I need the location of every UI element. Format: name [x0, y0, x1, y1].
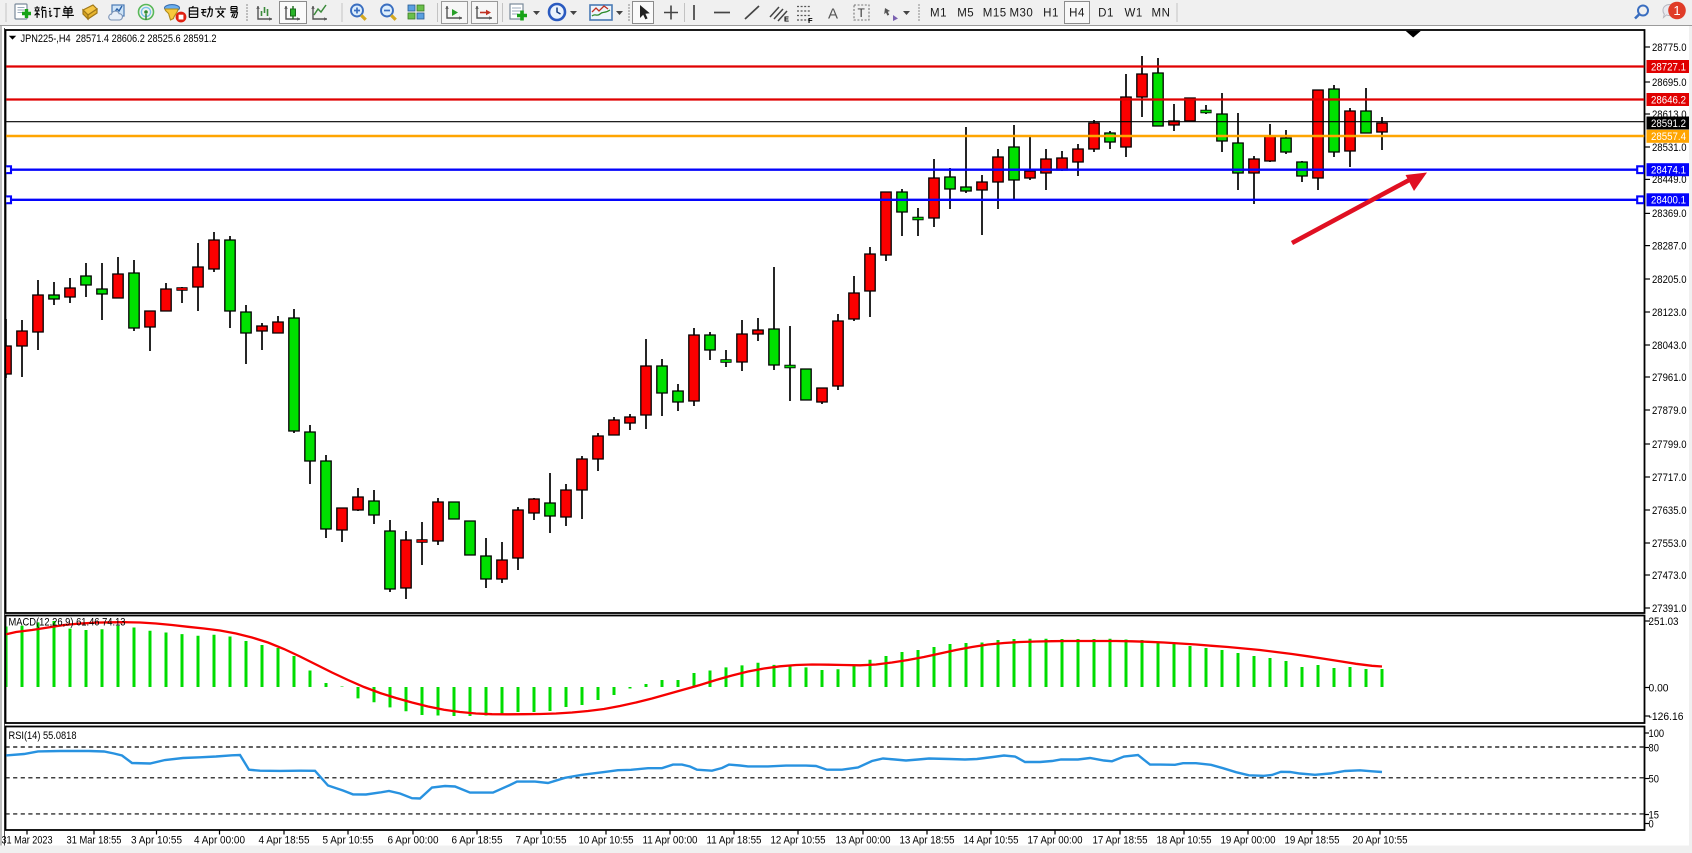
svg-text:27961.0: 27961.0 [1652, 372, 1687, 384]
svg-text:JPN225-,H4 28571.4 28606.2 28: JPN225-,H4 28571.4 28606.2 28525.6 28591… [21, 33, 217, 45]
svg-text:27879.0: 27879.0 [1652, 405, 1687, 417]
svg-text:50: 50 [1649, 773, 1659, 785]
svg-text:D1: D1 [1098, 8, 1114, 20]
svg-text:11 Apr 18:55: 11 Apr 18:55 [707, 835, 762, 847]
svg-text:F: F [808, 16, 813, 25]
svg-text:7 Apr 10:55: 7 Apr 10:55 [516, 835, 567, 847]
svg-text:17 Apr 18:55: 17 Apr 18:55 [1093, 835, 1148, 847]
svg-text:14 Apr 10:55: 14 Apr 10:55 [964, 835, 1019, 847]
svg-text:27391.0: 27391.0 [1652, 603, 1687, 615]
svg-text:28369.0: 28369.0 [1652, 208, 1687, 220]
svg-text:31 Mar 18:55: 31 Mar 18:55 [67, 835, 122, 847]
svg-text:H4: H4 [1069, 8, 1085, 20]
svg-text:27553.0: 27553.0 [1652, 538, 1687, 550]
svg-text:T: T [858, 6, 866, 20]
svg-text:28646.2: 28646.2 [1651, 94, 1686, 106]
svg-text:E: E [784, 15, 789, 24]
svg-text:17 Apr 00:00: 17 Apr 00:00 [1028, 835, 1083, 847]
svg-text:31 Mar 2023: 31 Mar 2023 [2, 835, 53, 847]
svg-text:M15: M15 [983, 8, 1007, 20]
svg-text:28043.0: 28043.0 [1652, 340, 1687, 352]
svg-text:28531.0: 28531.0 [1652, 142, 1687, 154]
svg-text:RSI(14) 55.0818: RSI(14) 55.0818 [9, 730, 77, 742]
svg-text:M1: M1 [930, 8, 947, 20]
svg-text:6 Apr 00:00: 6 Apr 00:00 [388, 835, 439, 847]
svg-text:15: 15 [1649, 809, 1659, 821]
svg-text:28775.0: 28775.0 [1652, 42, 1687, 54]
svg-text:A: A [828, 6, 838, 23]
svg-text:28449.0: 28449.0 [1652, 174, 1687, 186]
svg-text:1: 1 [1673, 3, 1680, 18]
svg-text:18 Apr 10:55: 18 Apr 10:55 [1157, 835, 1212, 847]
svg-text:3 Apr 10:55: 3 Apr 10:55 [131, 835, 182, 847]
svg-text:27635.0: 27635.0 [1652, 505, 1687, 517]
svg-text:27717.0: 27717.0 [1652, 472, 1687, 484]
svg-text:-126.16: -126.16 [1649, 711, 1684, 723]
svg-text:19 Apr 00:00: 19 Apr 00:00 [1221, 835, 1276, 847]
svg-text:5 Apr 10:55: 5 Apr 10:55 [323, 835, 374, 847]
svg-text:4 Apr 00:00: 4 Apr 00:00 [194, 835, 245, 847]
svg-text:80: 80 [1649, 742, 1659, 754]
svg-text:28591.2: 28591.2 [1651, 118, 1686, 130]
svg-text:28695.0: 28695.0 [1652, 77, 1687, 89]
svg-text:4 Apr 18:55: 4 Apr 18:55 [259, 835, 310, 847]
svg-text:MN: MN [1152, 8, 1171, 20]
svg-text:M5: M5 [957, 8, 974, 20]
svg-text:28123.0: 28123.0 [1652, 307, 1687, 319]
svg-text:28287.0: 28287.0 [1652, 240, 1687, 252]
svg-text:0.00: 0.00 [1649, 682, 1669, 694]
svg-text:6 Apr 18:55: 6 Apr 18:55 [452, 835, 503, 847]
svg-text:10 Apr 10:55: 10 Apr 10:55 [579, 835, 634, 847]
svg-text:12 Apr 10:55: 12 Apr 10:55 [771, 835, 826, 847]
svg-text:28474.1: 28474.1 [1651, 165, 1686, 177]
svg-text:27799.0: 27799.0 [1652, 439, 1687, 451]
svg-text:13 Apr 18:55: 13 Apr 18:55 [900, 835, 955, 847]
svg-text:19 Apr 18:55: 19 Apr 18:55 [1285, 835, 1340, 847]
svg-text:MACD(12,26,9) 61.46 74.13: MACD(12,26,9) 61.46 74.13 [9, 617, 126, 629]
svg-text:28205.0: 28205.0 [1652, 274, 1687, 286]
svg-text:0: 0 [1649, 818, 1654, 830]
svg-text:251.03: 251.03 [1649, 616, 1679, 628]
svg-text:M30: M30 [1009, 8, 1033, 20]
svg-text:28400.1: 28400.1 [1651, 195, 1686, 207]
svg-text:28557.4: 28557.4 [1651, 131, 1686, 143]
svg-text:W1: W1 [1124, 8, 1142, 20]
svg-text:27473.0: 27473.0 [1652, 570, 1687, 582]
svg-text:28727.1: 28727.1 [1651, 61, 1686, 73]
svg-text:H1: H1 [1043, 8, 1059, 20]
svg-text:11 Apr 00:00: 11 Apr 00:00 [643, 835, 698, 847]
svg-text:100: 100 [1649, 728, 1665, 740]
svg-text:20 Apr 10:55: 20 Apr 10:55 [1353, 835, 1408, 847]
svg-text:13 Apr 00:00: 13 Apr 00:00 [836, 835, 891, 847]
